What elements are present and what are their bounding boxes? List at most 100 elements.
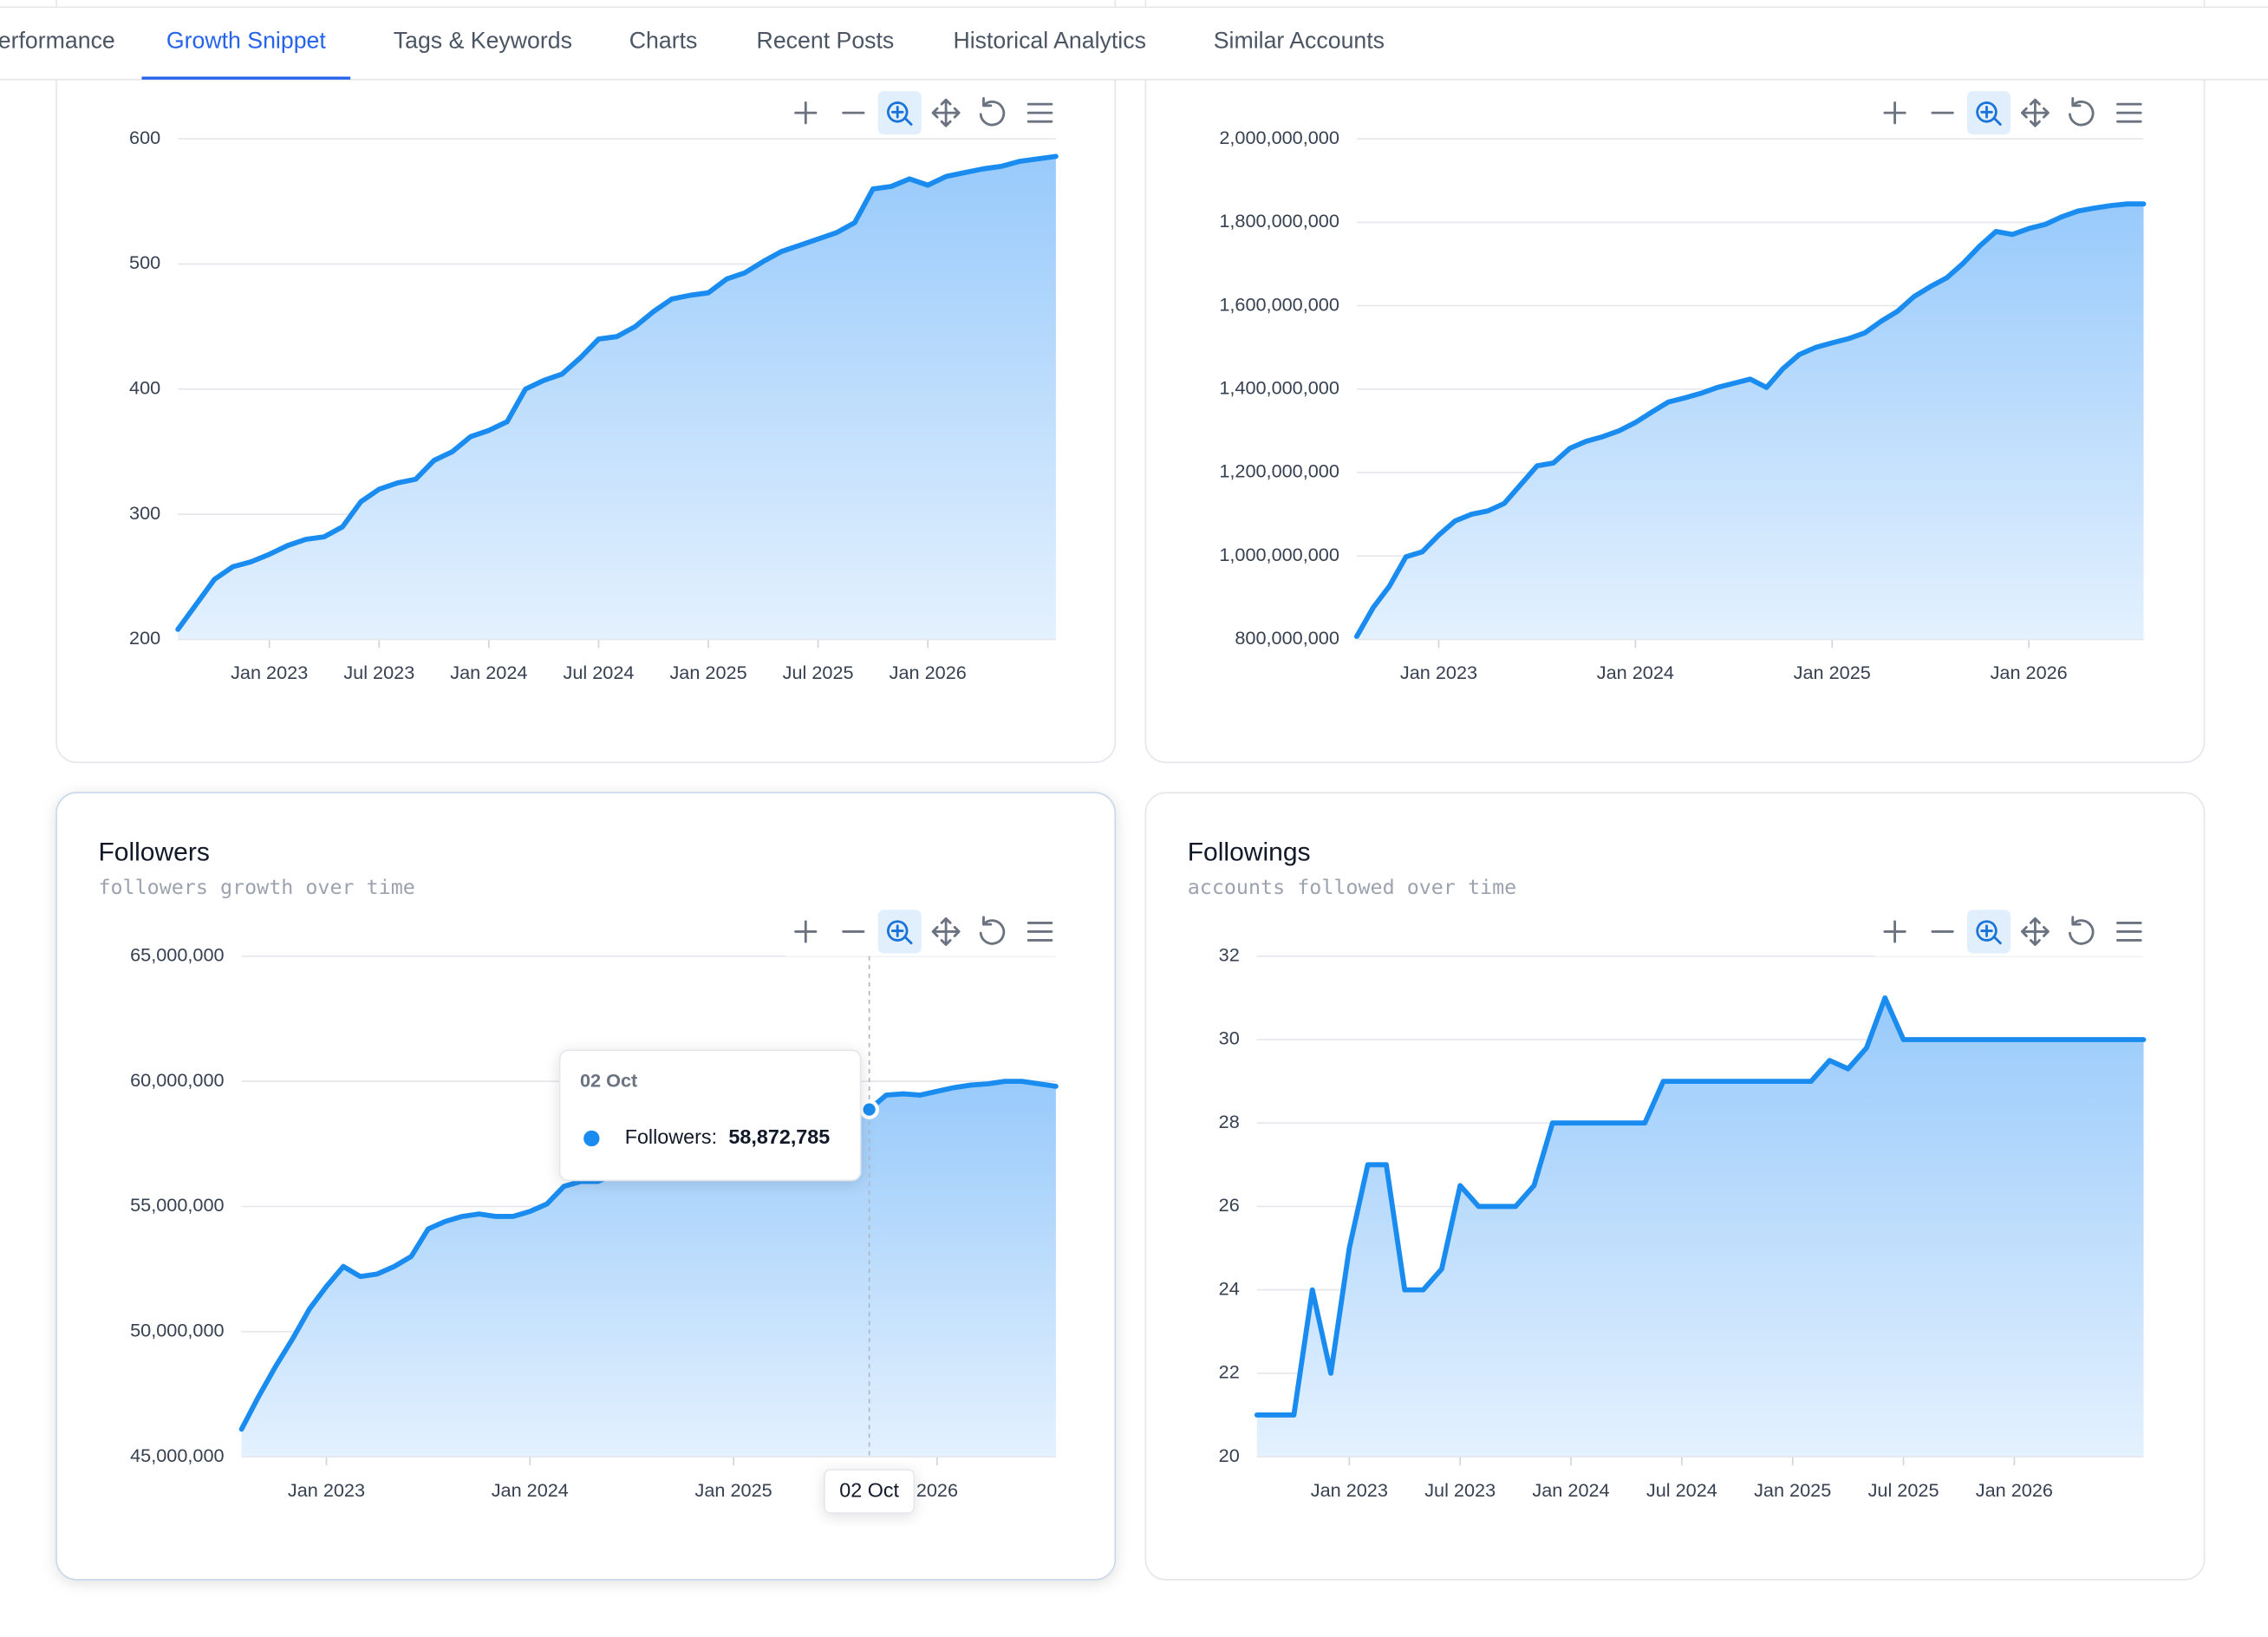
tooltip-box — [558, 1049, 862, 1182]
y-tick-label: 800,000,000 — [1235, 627, 1339, 649]
x-tick-label: Jan 2026 — [890, 662, 967, 683]
x-tick-label: Jan 2025 — [1754, 1479, 1831, 1501]
toolbar-bg — [785, 88, 1060, 138]
pan-button[interactable] — [2020, 916, 2050, 946]
x-tick-label: Jan 2023 — [288, 1479, 365, 1501]
y-tick-label: 300 — [129, 502, 160, 524]
x-tick-label: Jan 2024 — [1597, 662, 1674, 683]
pan-button[interactable] — [931, 916, 961, 946]
tab[interactable]: Growth Snippet — [166, 27, 327, 53]
selection-zoom-button[interactable] — [886, 920, 913, 945]
x-tick-label: Jan 2024 — [1532, 1479, 1609, 1501]
y-tick-label: 1,400,000,000 — [1219, 377, 1339, 399]
x-tick-label: Jan 2026 — [1976, 1479, 2053, 1501]
tab-underline — [141, 76, 351, 80]
y-tick-label: 30 — [1219, 1027, 1240, 1049]
tab-bar: Performance Growth Snippet Tags & Keywords… — [0, 6, 2268, 81]
chart-subtitle: followers growth over time — [98, 875, 414, 899]
y-tick-label: 65,000,000 — [130, 944, 224, 966]
x-tick-label: 2026 — [916, 1479, 958, 1501]
x-tick-label: Jan 2024 — [492, 1479, 569, 1501]
x-tick-label: Jan 2024 — [450, 662, 527, 683]
x-tick-label: Jul 2025 — [783, 662, 854, 683]
y-tick-label: 50,000,000 — [130, 1319, 224, 1340]
tooltip-dot — [583, 1130, 600, 1147]
tab[interactable]: Tags & Keywords — [394, 27, 572, 53]
tab[interactable]: Recent Posts — [757, 27, 895, 53]
y-tick-label: 500 — [129, 251, 160, 273]
menu-button[interactable] — [1026, 102, 1053, 123]
y-tick-label: 600 — [129, 127, 160, 148]
menu-button[interactable] — [2116, 102, 2142, 123]
y-tick-label: 1,200,000,000 — [1219, 460, 1339, 482]
x-pointer-label: 02 Oct — [839, 1478, 899, 1501]
x-tick-label: Jul 2024 — [1646, 1479, 1717, 1501]
zoom-in-button[interactable] — [794, 101, 818, 125]
y-tick-label: 400 — [129, 377, 160, 399]
tab[interactable]: Similar Accounts — [1214, 27, 1385, 53]
reset-button[interactable] — [2069, 916, 2095, 945]
reset-button[interactable] — [979, 916, 1006, 945]
toolbar-bg — [1874, 88, 2150, 138]
pan-button[interactable] — [2020, 98, 2050, 127]
chart: 800,000,000 1,000,000,000 1,200,000,000 1,4… — [1219, 88, 2150, 683]
x-tick-label: Jul 2023 — [343, 662, 414, 683]
series-line — [1254, 995, 2147, 1418]
tooltip-title: 02 Oct — [580, 1070, 637, 1092]
x-tick-label: Jan 2025 — [669, 662, 746, 683]
series-line — [175, 153, 1059, 632]
y-tick-label: 200 — [129, 627, 160, 649]
selection-zoom-button[interactable] — [886, 101, 913, 126]
x-tick-label: Jul 2024 — [563, 662, 634, 683]
zoom-in-button[interactable] — [1883, 920, 1906, 943]
y-tick-label: 60,000,000 — [130, 1069, 224, 1091]
toolbar-bg — [1874, 907, 2150, 956]
x-tick-label: Jan 2023 — [1400, 662, 1477, 683]
selection-zoom-button[interactable] — [1976, 101, 2002, 126]
x-tick-label: Jan 2025 — [695, 1479, 772, 1501]
selection-zoom-button[interactable] — [1976, 920, 2002, 945]
chart: 45,000,000 50,000,000 55,000,000 60,000,000… — [98, 838, 1060, 1514]
y-tick-label: 32 — [1219, 944, 1240, 966]
y-tick-label: 2,000,000,000 — [1219, 127, 1339, 148]
toolbar-bg — [785, 907, 1060, 956]
x-tick-label: Jan 2026 — [1991, 662, 2068, 683]
zoom-in-button[interactable] — [1883, 101, 1906, 125]
x-tick-label: Jul 2025 — [1868, 1479, 1939, 1501]
y-tick-label: 20 — [1219, 1445, 1240, 1466]
x-tick-label: Jan 2025 — [1794, 662, 1871, 683]
chart: 200 300 400 500 600 Jan 2023 Jul 2023 Jan 2024 J… — [129, 88, 1060, 683]
y-tick-label: 1,600,000,000 — [1219, 293, 1339, 315]
reset-button[interactable] — [2069, 97, 2095, 127]
chart-subtitle: accounts followed over time — [1188, 875, 1516, 899]
x-tick-label: Jan 2023 — [1311, 1479, 1388, 1501]
area-fill — [1356, 204, 2144, 640]
x-tick-label: Jul 2023 — [1424, 1479, 1496, 1501]
x-pointer-box — [824, 1469, 916, 1514]
y-tick-label: 1,800,000,000 — [1219, 210, 1339, 232]
pan-button[interactable] — [931, 98, 961, 127]
hover-marker — [859, 1099, 879, 1119]
chart-title: Followings — [1188, 838, 1311, 866]
area-fill — [178, 156, 1056, 640]
area-fill — [1256, 997, 2144, 1458]
menu-button[interactable] — [1026, 922, 1053, 942]
chart-title: Followers — [98, 838, 209, 866]
zoom-in-button[interactable] — [794, 920, 818, 943]
series-line — [1354, 201, 2147, 639]
tab[interactable]: Performance — [0, 27, 115, 53]
menu-button[interactable] — [2116, 922, 2142, 942]
y-tick-label: 22 — [1219, 1361, 1240, 1383]
y-tick-label: 45,000,000 — [130, 1445, 224, 1466]
y-tick-label: 24 — [1219, 1277, 1240, 1299]
y-tick-label: 1,000,000,000 — [1219, 544, 1339, 565]
tooltip-value: 58,872,785 — [728, 1125, 830, 1148]
tab[interactable]: Charts — [629, 27, 698, 53]
y-tick-label: 55,000,000 — [130, 1194, 224, 1216]
x-tick-label: Jan 2023 — [231, 662, 308, 683]
y-tick-label: 28 — [1219, 1111, 1240, 1132]
tab[interactable]: Historical Analytics — [953, 27, 1145, 53]
reset-button[interactable] — [979, 97, 1006, 127]
y-tick-label: 26 — [1219, 1194, 1240, 1216]
